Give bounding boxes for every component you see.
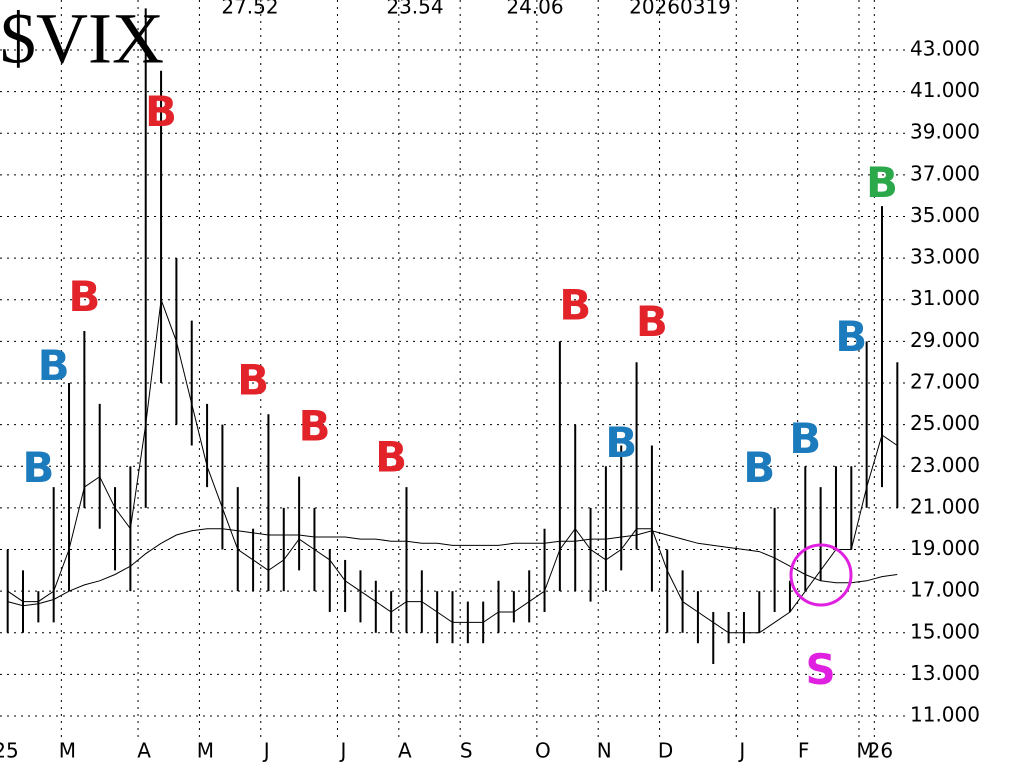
x-tick-label: D bbox=[658, 739, 673, 763]
x-tick-label: J bbox=[737, 739, 745, 763]
x-tick-label: M bbox=[856, 739, 873, 763]
y-tick-label: 25.000 bbox=[910, 411, 980, 435]
x-tick-label: N bbox=[597, 739, 612, 763]
chart-title: $VIX bbox=[0, 0, 164, 79]
signal-label: B bbox=[743, 443, 775, 492]
y-tick-label: 43.000 bbox=[910, 36, 980, 60]
signal-label: B bbox=[789, 414, 821, 463]
y-tick-label: 41.000 bbox=[910, 78, 980, 102]
x-tick-label: O bbox=[535, 739, 551, 763]
signal-label: B bbox=[866, 158, 898, 207]
x-tick-label: M bbox=[59, 739, 76, 763]
x-tick-label: A bbox=[137, 739, 151, 763]
header-value: 23.54 bbox=[386, 0, 443, 19]
header-value: 20260319 bbox=[629, 0, 731, 19]
y-tick-label: 31.000 bbox=[910, 286, 980, 310]
moving-average bbox=[7, 528, 898, 607]
y-tick-label: 29.000 bbox=[910, 328, 980, 352]
y-tick-label: 37.000 bbox=[910, 161, 980, 185]
y-tick-label: 17.000 bbox=[910, 578, 980, 602]
x-tick-label: A bbox=[398, 739, 412, 763]
signal-label: B bbox=[605, 418, 637, 467]
signal-label: B bbox=[835, 312, 867, 361]
y-tick-label: 27.000 bbox=[910, 370, 980, 394]
y-tick-label: 21.000 bbox=[910, 494, 980, 518]
signal-label: B bbox=[375, 433, 407, 482]
y-tick-label: 13.000 bbox=[910, 661, 980, 685]
signal-label: B bbox=[298, 401, 330, 450]
signal-label: B bbox=[559, 281, 591, 330]
signal-label: B bbox=[145, 87, 177, 136]
y-tick-label: 19.000 bbox=[910, 536, 980, 560]
header-value: 27.52 bbox=[221, 0, 278, 19]
y-tick-label: 15.000 bbox=[910, 619, 980, 643]
moving-average bbox=[7, 299, 898, 634]
x-tick-label: F bbox=[798, 739, 810, 763]
y-tick-label: 39.000 bbox=[910, 120, 980, 144]
y-tick-label: 11.000 bbox=[910, 703, 980, 727]
signal-label: B bbox=[38, 341, 70, 390]
signal-label: B bbox=[636, 297, 668, 346]
header-value: 24.06 bbox=[506, 0, 563, 19]
highlight-circle bbox=[789, 543, 853, 607]
x-tick-label: 26 bbox=[868, 739, 893, 763]
signal-label: B bbox=[68, 272, 100, 321]
y-tick-label: 33.000 bbox=[910, 245, 980, 269]
x-tick-label: 25 bbox=[0, 739, 19, 763]
signal-label: B bbox=[22, 443, 54, 492]
y-tick-label: 23.000 bbox=[910, 453, 980, 477]
x-tick-label: J bbox=[339, 739, 347, 763]
x-tick-label: M bbox=[197, 739, 214, 763]
y-tick-label: 35.000 bbox=[910, 203, 980, 227]
x-tick-label: J bbox=[262, 739, 270, 763]
signal-label: S bbox=[806, 645, 836, 694]
x-tick-label: S bbox=[460, 739, 473, 763]
signal-label: B bbox=[237, 356, 269, 405]
